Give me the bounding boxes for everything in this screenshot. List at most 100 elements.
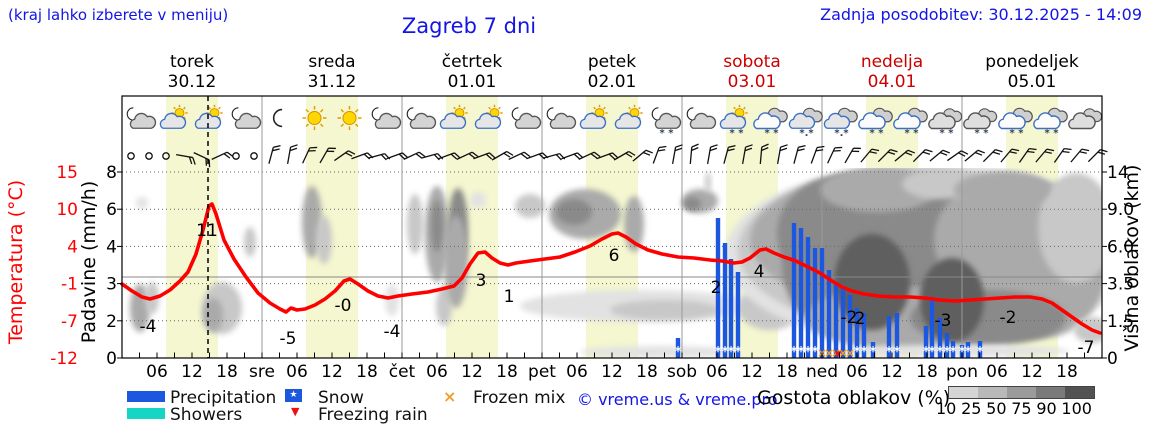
last-update-label: Zadnja posodobitev: 30.12.2025 - 14:09 [820,5,1142,24]
hour-label: 18 [496,362,518,382]
line [869,151,877,154]
cloud-density-label: Gostota oblakov (%) [757,387,951,409]
cloud-axis-tick: 3.5 [1107,275,1134,295]
copyright-link[interactable]: © vreme.us & vreme.pro [577,390,778,409]
line [922,151,931,155]
cloud-blob [470,192,486,208]
line [471,151,479,158]
wind-barb-icon [652,145,667,164]
sun-ray [743,106,746,110]
moon-shape [126,107,134,121]
snow-marker: * [798,345,805,360]
line [964,149,979,162]
line [942,149,950,154]
line [798,144,806,148]
day-label-petek: petek 02.01 [542,52,682,92]
line [205,158,208,166]
cloud-blob [1038,173,1102,283]
precip-bar [894,313,900,358]
line [433,154,440,161]
precip-bar [950,341,956,358]
precip-marks: * * [905,128,920,139]
temperature-value-label: 2 [855,309,866,329]
line [345,152,353,157]
cloud-axis-tick: 14 [1107,163,1129,183]
sun-cloud-icon [439,104,468,129]
wind-barb-icon [632,149,653,162]
cloud-shape [549,112,577,129]
precip-axis-tick: 4 [106,237,117,257]
wind-barb-icon [1035,148,1055,163]
cloud-blob [515,194,545,218]
moon-icon [272,108,283,128]
line [776,147,782,164]
line [508,151,525,160]
line [890,149,898,153]
cloud-shape [159,112,187,129]
temperature-value-label: -3 [935,311,952,331]
day-abbrev-label: ned [806,362,838,382]
line [608,153,616,160]
day-abbrev-label: pon [946,362,978,382]
hour-label: 18 [776,362,798,382]
wind-barb-icon [671,144,683,164]
day-label-torek: torek 30.12 [122,52,262,92]
hour-label: 18 [1056,362,1078,382]
snow-marker: * [950,345,957,360]
temperature-value-label: 4 [754,262,765,282]
sun-ray [218,106,221,110]
line [309,146,318,149]
colorbar-tick: 50 [986,399,1007,418]
day-abbrev-label: čet [389,362,416,382]
sun-ray [498,106,501,110]
line [485,153,493,160]
day-label-sobota: sobota 03.01 [682,52,822,92]
line [642,151,651,156]
sun-ray [603,106,606,110]
snow-star-icon: ★ [289,390,298,400]
cloud-shape [689,112,717,129]
precip-bar [819,248,825,358]
line [797,148,805,152]
wind-barb-icon [877,149,898,163]
snow-marker: * [675,345,682,360]
precip-bar [929,297,935,358]
cloud-shape [579,112,607,129]
moon-cloud-icon [686,107,717,129]
sun-cloud-snow-icon: * * [719,104,748,139]
snow-label: Snow [318,388,364,408]
temperature-value-label: 2 [711,278,722,298]
line [290,144,298,148]
frozen-mix-marker: × [845,346,855,360]
snow-marker: * [812,345,819,360]
line [1062,150,1070,154]
snow-marker: * [791,345,798,360]
day-date: 03.01 [727,72,777,92]
cloud-blue-snow-icon: * * [998,107,1033,139]
wind-barb-icon [386,152,409,160]
line [833,149,841,152]
cloud-blob [203,298,223,332]
hour-label: 12 [601,362,623,382]
wind-barb-icon [964,149,985,162]
precipitation-swatch [127,391,165,402]
line [188,156,193,165]
day-date: 31.12 [307,72,357,92]
precip-axis-tick: 0 [106,349,117,369]
sun-ray [173,106,176,110]
line [810,147,818,164]
temperature-value-label: -5 [280,329,297,349]
sun-ray [733,106,736,110]
cloud-shape [409,112,437,129]
hour-label: 18 [216,362,238,382]
wind-barb-icon [982,149,1003,163]
line [593,151,601,158]
precip-marks: * * [765,128,780,139]
precip-marks: * * [730,128,745,139]
line [904,151,913,156]
cloud-sleet-icon: *.* [823,107,858,139]
day-name: sreda [308,52,356,72]
colorbar-tick: 90 [1036,399,1057,418]
wind-barb-icon [302,146,318,164]
